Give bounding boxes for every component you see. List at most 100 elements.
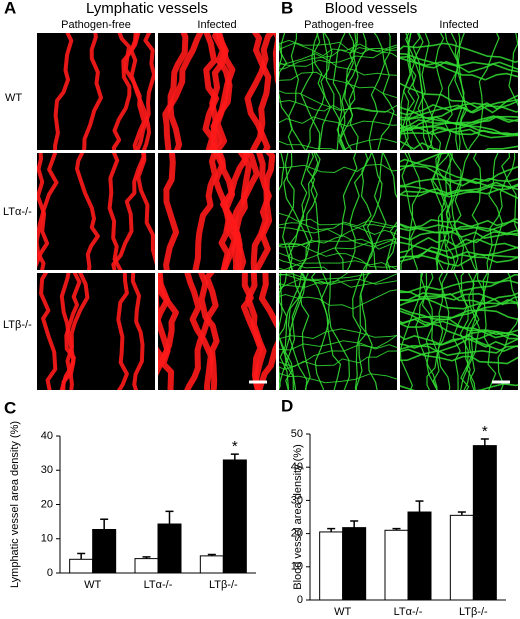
vessel — [400, 330, 518, 353]
vessel — [400, 298, 518, 321]
y-tick-label: 0 — [297, 594, 303, 606]
bar — [449, 514, 474, 601]
vessel — [400, 116, 518, 136]
vessel — [130, 273, 145, 390]
vessel — [400, 153, 453, 172]
y-tick-label: 20 — [291, 528, 303, 540]
vessel — [314, 273, 330, 390]
vessel — [444, 33, 460, 150]
vessel — [279, 273, 303, 390]
vessel — [400, 184, 518, 198]
vessel — [400, 279, 518, 294]
vessel — [400, 127, 518, 139]
vessels — [37, 153, 155, 270]
vessel — [400, 273, 422, 390]
vessel — [279, 242, 397, 268]
vessel — [287, 33, 299, 150]
micrograph — [37, 33, 155, 150]
vessels — [39, 273, 145, 390]
micrograph — [279, 33, 397, 150]
vessel — [292, 273, 311, 390]
vessel — [339, 33, 367, 150]
vessels — [279, 153, 397, 270]
vessel — [338, 33, 359, 150]
micrograph — [37, 153, 155, 270]
vessel — [334, 153, 358, 270]
vessel — [288, 153, 310, 270]
vessel — [198, 273, 220, 390]
bar — [134, 558, 159, 574]
vessel — [107, 153, 123, 270]
column-header: Infected — [439, 19, 478, 31]
micrograph — [158, 153, 276, 270]
vessel — [250, 33, 272, 150]
column-header: Pathogen-free — [304, 19, 374, 31]
vessel — [400, 219, 518, 241]
vessel — [279, 153, 285, 191]
vessel — [279, 33, 288, 80]
vessel — [400, 318, 518, 337]
vessel — [111, 33, 141, 150]
vessel — [279, 273, 349, 288]
vessel — [452, 273, 468, 390]
vessel — [488, 153, 503, 270]
vessel — [400, 188, 518, 199]
vessel — [136, 153, 155, 266]
vessel — [508, 33, 518, 107]
vessel — [368, 33, 385, 150]
y-tick-label: 0 — [47, 567, 53, 579]
vessel — [167, 33, 189, 150]
bar — [407, 511, 432, 601]
vessel — [279, 258, 329, 270]
vessel — [279, 71, 397, 99]
vessel — [486, 153, 516, 270]
vessel — [279, 46, 397, 67]
vessel — [279, 273, 397, 285]
vessel — [400, 115, 518, 136]
y-tick-label: 10 — [41, 533, 53, 545]
vessel — [400, 104, 518, 120]
vessel — [451, 153, 470, 270]
vessels — [400, 273, 518, 390]
vessel — [400, 140, 518, 150]
panel-letter: A — [4, 0, 16, 17]
vessel — [501, 153, 518, 234]
vessel — [279, 273, 373, 290]
vessel — [163, 153, 180, 270]
vessel — [352, 273, 363, 390]
vessels — [162, 33, 276, 150]
vessel — [412, 33, 434, 150]
vessel — [400, 165, 518, 187]
vessels — [158, 273, 276, 390]
vessel — [400, 329, 518, 346]
vessel — [279, 39, 397, 55]
vessel — [332, 33, 346, 150]
vessel — [162, 33, 204, 150]
vessel — [305, 33, 325, 150]
y-tick-label: 40 — [41, 430, 53, 442]
annotation: * — [482, 423, 488, 440]
vessel — [400, 309, 518, 325]
vessel — [360, 153, 377, 270]
vessel — [400, 310, 518, 348]
vessel — [279, 289, 397, 310]
panel-title: Blood vessels — [325, 0, 418, 17]
vessel — [279, 328, 397, 340]
vessel — [53, 33, 74, 150]
vessel — [288, 153, 321, 270]
vessel — [279, 44, 397, 70]
vessel — [415, 273, 438, 390]
vessel — [400, 98, 518, 116]
bar — [157, 523, 182, 574]
panel-letter: B — [281, 0, 293, 17]
vessels — [279, 33, 397, 150]
vessel — [400, 223, 518, 236]
vessel — [116, 273, 129, 390]
vessel — [403, 33, 424, 150]
column-header: Infected — [197, 19, 236, 31]
vessel — [279, 238, 397, 246]
vessel — [279, 273, 309, 389]
vessel — [400, 164, 518, 185]
bar — [472, 445, 497, 601]
vessel — [279, 220, 397, 231]
